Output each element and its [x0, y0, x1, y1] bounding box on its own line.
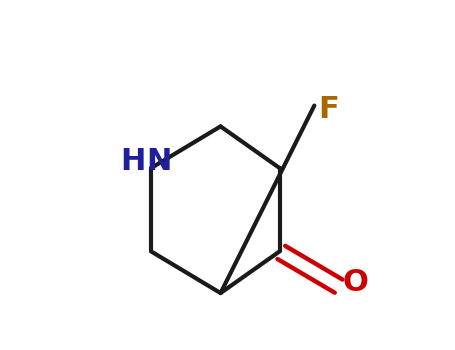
Text: F: F [318, 94, 339, 124]
Text: O: O [342, 268, 368, 297]
Text: H: H [121, 147, 146, 176]
Text: N: N [146, 147, 171, 176]
